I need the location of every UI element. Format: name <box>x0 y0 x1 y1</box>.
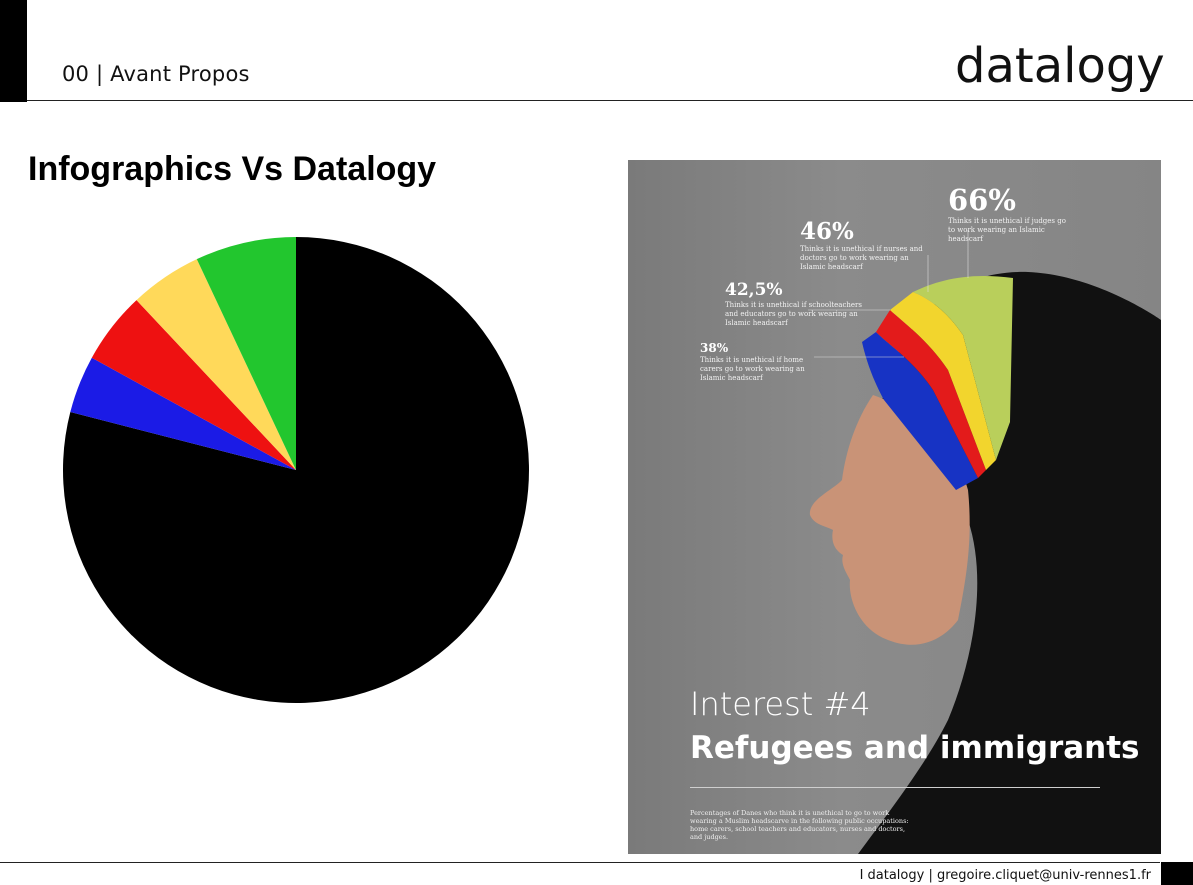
footer-accent-block <box>1161 862 1193 885</box>
poster-caption: Percentages of Danes who think it is une… <box>690 809 909 841</box>
stat-nurses-desc: Thinks it is unethical if nurses and doc… <box>800 245 923 271</box>
header-accent-bar <box>0 0 27 102</box>
footer-credit: I datalogy | gregoire.cliquet@univ-renne… <box>859 868 1151 883</box>
stat-home-carers-pct: 38% <box>700 341 729 355</box>
interest-label: Interest #4 <box>690 685 871 723</box>
infographic-poster: 66% Thinks it is unethical if judges go … <box>628 160 1161 854</box>
slide-title: Infographics Vs Datalogy <box>28 150 437 188</box>
stat-schoolteachers-desc: Thinks it is unethical if schoolteachers… <box>725 301 862 327</box>
stat-schoolteachers: 42,5% Thinks it is unethical if schoolte… <box>725 282 865 328</box>
poster-divider <box>690 787 1100 788</box>
stat-schoolteachers-pct: 42,5% <box>725 280 783 300</box>
pie-slice-1 <box>70 357 296 470</box>
stat-judges: 66% Thinks it is unethical if judges go … <box>948 186 1068 244</box>
stat-home-carers-desc: Thinks it is unethical if home carers go… <box>700 356 805 382</box>
stat-home-carers: 38% Thinks it is unethical if home carer… <box>700 342 825 383</box>
pie-slice-2 <box>91 300 296 470</box>
topic-title: Refugees and immigrants <box>690 730 1140 766</box>
portrait-illustration <box>808 230 1161 854</box>
datalogy-logo: datalogy <box>955 38 1165 94</box>
stat-judges-desc: Thinks it is unethical if judges go to w… <box>948 217 1066 243</box>
stat-judges-pct: 66% <box>948 183 1016 217</box>
stat-nurses-pct: 46% <box>800 218 854 245</box>
footer-divider <box>0 862 1160 863</box>
pie-slice-4 <box>196 237 296 470</box>
pie-chart <box>63 237 529 703</box>
pie-slice-3 <box>136 259 296 470</box>
header-divider <box>27 100 1193 101</box>
stat-nurses: 46% Thinks it is unethical if nurses and… <box>800 220 930 272</box>
section-label: 00 | Avant Propos <box>62 62 250 86</box>
